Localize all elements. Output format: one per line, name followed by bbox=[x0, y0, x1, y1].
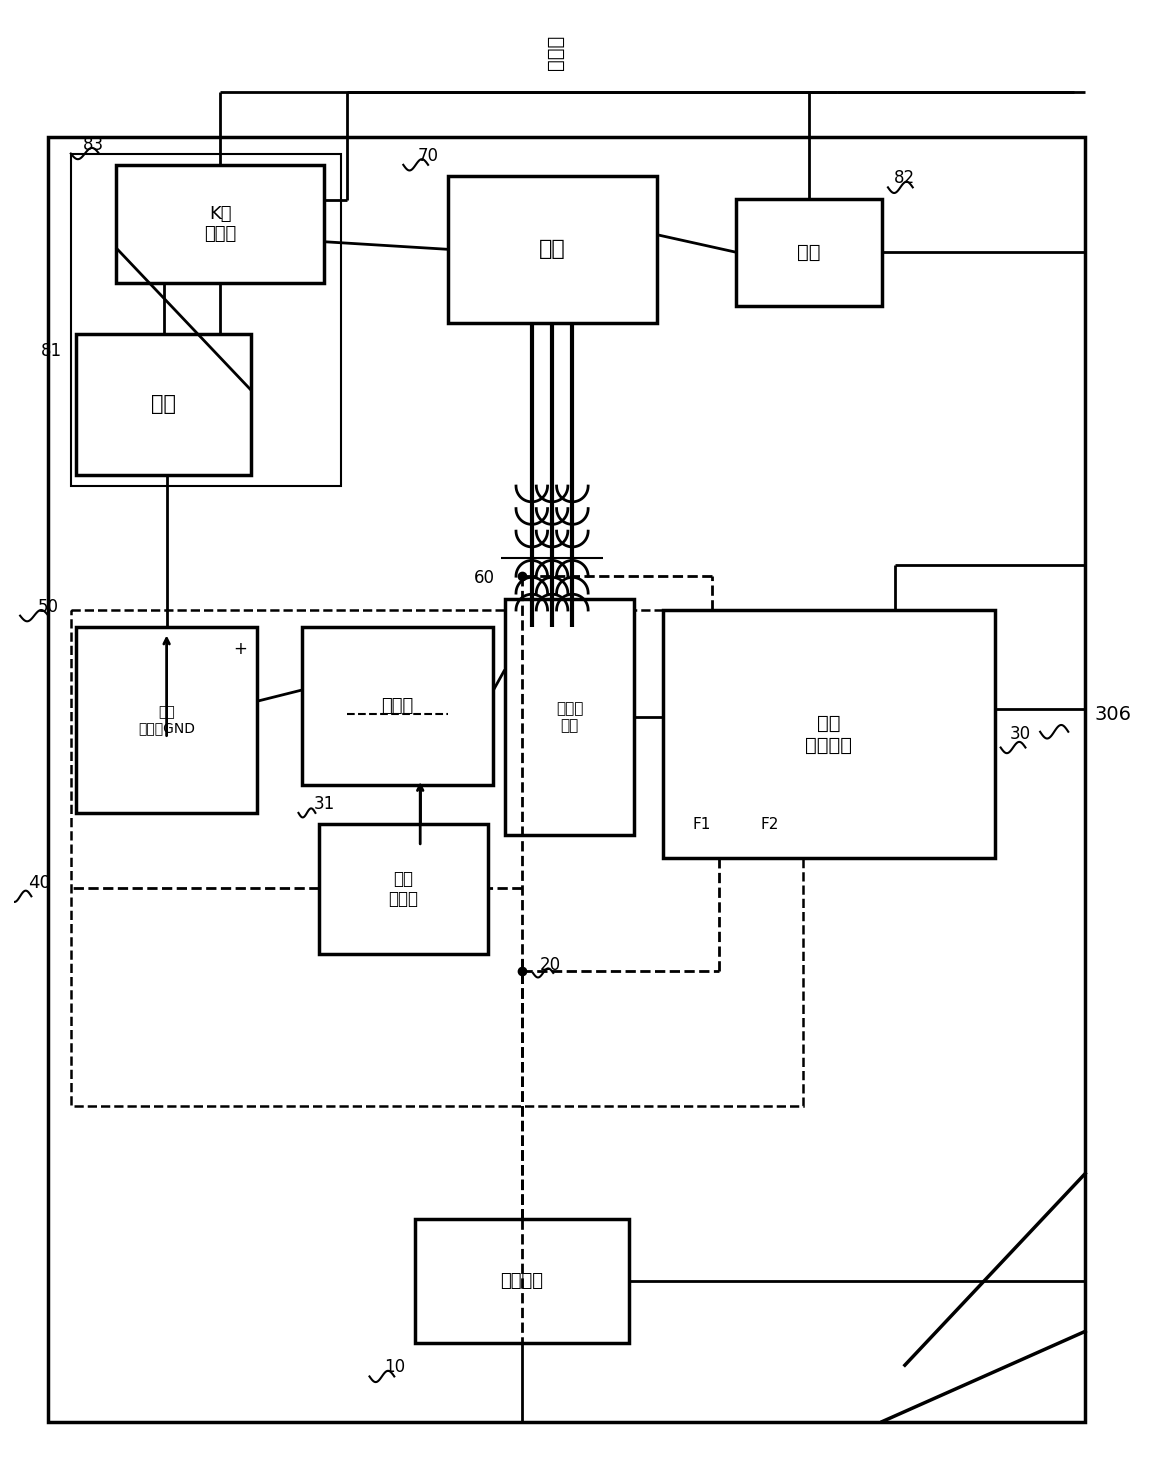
Bar bbox=[415, 1218, 629, 1343]
Bar bbox=[505, 599, 635, 835]
Text: 二次侧
模块: 二次侧 模块 bbox=[556, 700, 584, 734]
Text: 电力
转换器GND: 电力 转换器GND bbox=[138, 705, 195, 735]
Bar bbox=[71, 154, 341, 486]
Text: 预充
电单元: 预充 电单元 bbox=[388, 869, 418, 909]
Text: 马达: 马达 bbox=[539, 239, 566, 260]
Text: 30: 30 bbox=[1009, 725, 1030, 743]
Text: 306: 306 bbox=[1095, 705, 1132, 724]
Bar bbox=[71, 611, 803, 1105]
Text: F2: F2 bbox=[761, 816, 779, 832]
Text: 继电器: 继电器 bbox=[381, 697, 414, 715]
Bar bbox=[116, 164, 325, 283]
Text: 31: 31 bbox=[313, 794, 335, 813]
Text: 10: 10 bbox=[384, 1358, 405, 1377]
Bar bbox=[302, 627, 494, 785]
Text: 40: 40 bbox=[28, 873, 51, 891]
Text: 70: 70 bbox=[417, 147, 438, 164]
Bar bbox=[76, 333, 251, 474]
Text: F1: F1 bbox=[692, 816, 711, 832]
Bar bbox=[735, 198, 882, 305]
Text: 50: 50 bbox=[38, 597, 59, 615]
Text: K线
控制器: K线 控制器 bbox=[203, 204, 236, 244]
Bar bbox=[449, 176, 657, 323]
Text: 电子
控制单元: 电子 控制单元 bbox=[806, 713, 852, 755]
Text: +: + bbox=[234, 640, 247, 659]
Bar bbox=[662, 611, 995, 857]
Text: 83: 83 bbox=[83, 135, 104, 154]
Text: 20: 20 bbox=[539, 956, 561, 975]
Text: 81: 81 bbox=[42, 342, 62, 360]
Bar bbox=[76, 627, 257, 813]
Bar bbox=[319, 824, 488, 954]
Text: 82: 82 bbox=[895, 169, 916, 188]
Bar bbox=[49, 137, 1085, 1421]
Text: 60: 60 bbox=[474, 570, 495, 587]
Text: 诊断路: 诊断路 bbox=[546, 34, 565, 70]
Text: 电池模块: 电池模块 bbox=[501, 1271, 543, 1290]
Text: 车灯: 车灯 bbox=[151, 395, 177, 414]
Text: 仪表: 仪表 bbox=[798, 242, 821, 261]
